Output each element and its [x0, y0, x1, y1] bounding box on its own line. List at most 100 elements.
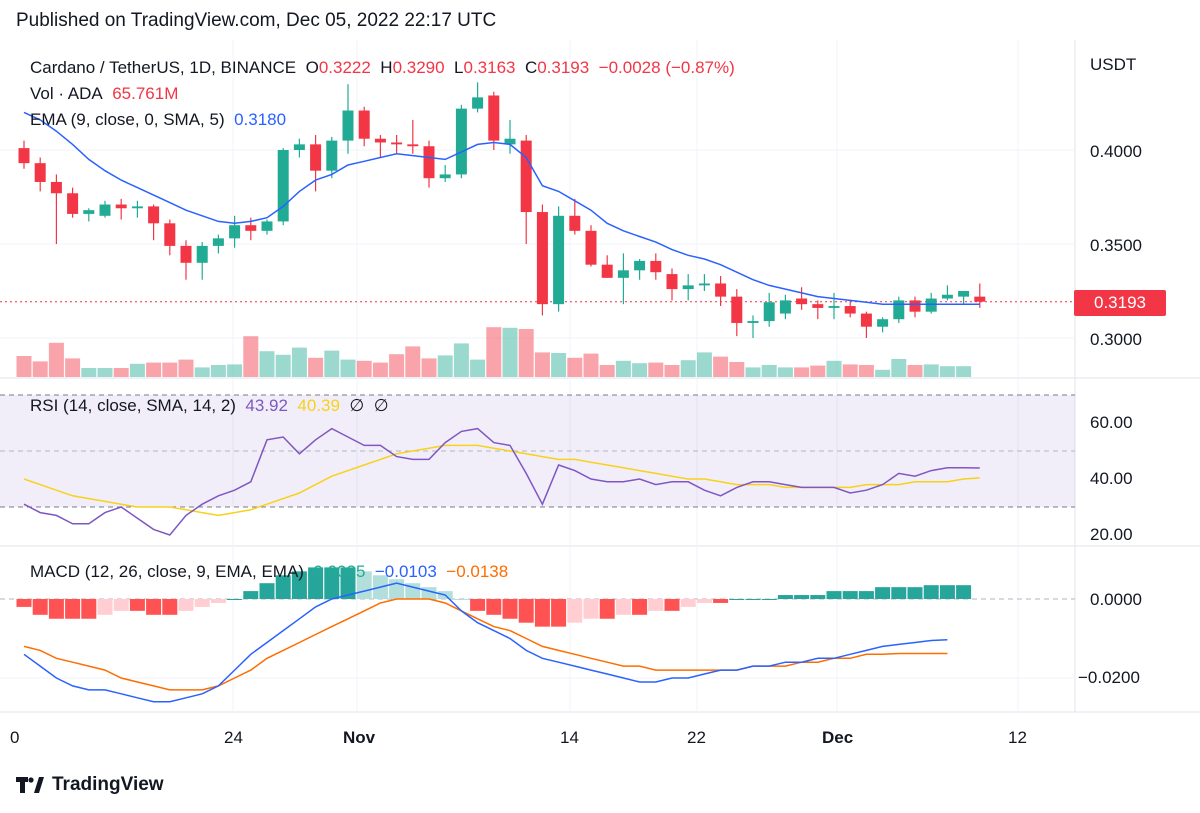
- volume-label: Vol · ADA: [30, 84, 103, 103]
- rsi-tick: 40.00: [1090, 469, 1133, 488]
- candle-body: [617, 270, 629, 278]
- volume-bar: [372, 362, 388, 377]
- volume-bar: [227, 364, 243, 377]
- macd-histogram-bar: [518, 599, 534, 623]
- open-value: 0.3222: [318, 58, 371, 77]
- candle-body: [261, 221, 273, 231]
- volume-bar: [178, 359, 194, 377]
- rsi-tick: 60.00: [1090, 413, 1133, 432]
- volume-bar: [113, 368, 129, 377]
- time-tick: 14: [560, 728, 579, 747]
- volume-bar: [729, 362, 745, 377]
- volume-bar: [389, 354, 405, 377]
- rsi-value: 43.92: [245, 396, 288, 415]
- candle-body: [909, 300, 921, 312]
- volume-bar: [81, 368, 97, 377]
- macd-histogram-bar: [826, 591, 842, 599]
- candle-body: [796, 298, 808, 305]
- volume-bar: [551, 353, 567, 377]
- volume-bar: [146, 362, 162, 377]
- volume-bar: [826, 360, 842, 377]
- volume-bar: [502, 327, 518, 377]
- ema-value: 0.3180: [234, 110, 287, 129]
- change-value: −0.0028 (−0.87%): [598, 58, 735, 77]
- macd-signal-line: [23, 598, 948, 691]
- macd-histogram-bar: [696, 599, 712, 603]
- macd-histogram-bar: [113, 599, 129, 611]
- candle-body: [650, 260, 662, 273]
- ema-label: EMA (9, close, 0, SMA, 5): [30, 110, 225, 129]
- volume-bar: [599, 365, 615, 377]
- volume-bar: [615, 360, 631, 377]
- macd-histogram-bar: [858, 591, 874, 599]
- volume-bar: [534, 352, 550, 377]
- candle-body: [812, 304, 824, 308]
- macd-histogram-bar: [16, 599, 32, 607]
- macd-histogram-bar: [632, 599, 648, 615]
- candle-body: [601, 264, 613, 278]
- macd-legend: MACD (12, 26, close, 9, EMA, EMA) 0.0035…: [30, 562, 508, 582]
- macd-histogram-bar: [162, 599, 178, 615]
- ema-line: [23, 111, 980, 305]
- candle-body: [148, 206, 160, 224]
- macd-histogram-bar: [875, 587, 891, 599]
- candle-body: [358, 110, 370, 139]
- macd-value: −0.0103: [374, 562, 437, 581]
- price-tick: 0.4000: [1090, 142, 1142, 161]
- volume-bar: [518, 329, 534, 377]
- published-caption: Published on TradingView.com, Dec 05, 20…: [16, 10, 497, 31]
- candle-body: [634, 260, 646, 271]
- candle-body: [196, 245, 208, 263]
- volume-bar: [405, 346, 421, 377]
- volume-bar: [664, 365, 680, 377]
- volume-bar: [939, 366, 955, 377]
- candle-body: [682, 285, 694, 290]
- tradingview-brand: TradingView: [52, 774, 164, 795]
- macd-histogram-bar: [48, 599, 64, 619]
- open-label: O: [305, 58, 319, 77]
- candle-body: [115, 204, 127, 209]
- candle-body: [553, 215, 565, 305]
- tradingview-logo[interactable]: TradingView: [16, 774, 164, 796]
- macd-histogram-bar: [534, 599, 550, 627]
- macd-histogram-bar: [729, 599, 745, 600]
- candle-body: [877, 319, 889, 327]
- candle-body: [860, 313, 872, 327]
- rsi-label: RSI (14, close, SMA, 14, 2): [30, 396, 236, 415]
- macd-histogram-bar: [761, 599, 777, 600]
- volume-bar: [583, 353, 599, 377]
- volume-bar: [713, 356, 729, 377]
- price-tick: 0.3500: [1090, 236, 1142, 255]
- candle-body: [212, 238, 224, 246]
- rsi-legend: RSI (14, close, SMA, 14, 2) 43.92 40.39 …: [30, 396, 389, 416]
- candle-body: [18, 148, 30, 164]
- candle-body: [698, 283, 710, 286]
- macd-histogram-bar: [470, 599, 486, 611]
- candle-body: [828, 306, 840, 308]
- macd-histogram-bar: [146, 599, 162, 615]
- volume-bar: [907, 365, 923, 377]
- volume-bar: [275, 354, 291, 377]
- candle-body: [763, 302, 775, 322]
- candle-body: [958, 291, 970, 297]
- volume-bar: [745, 367, 761, 377]
- volume-bar: [470, 359, 486, 377]
- candle-body: [715, 283, 727, 297]
- time-tick: 22: [687, 728, 706, 747]
- macd-histogram-bar: [551, 599, 567, 627]
- candle-body: [407, 144, 419, 147]
- macd-histogram-bar: [324, 567, 340, 599]
- macd-histogram-bar: [32, 599, 48, 615]
- close-label: C: [524, 58, 538, 77]
- volume-bar: [696, 352, 712, 377]
- volume-bar: [308, 357, 324, 377]
- macd-line: [23, 582, 948, 703]
- macd-signal-value: −0.0138: [446, 562, 509, 581]
- macd-tick: −0.0200: [1078, 668, 1140, 687]
- macd-histogram-bar: [227, 599, 243, 600]
- low-value: 0.3163: [463, 58, 516, 77]
- volume-bar: [567, 357, 583, 377]
- macd-histogram-bar: [842, 591, 858, 599]
- candle-body: [731, 296, 743, 323]
